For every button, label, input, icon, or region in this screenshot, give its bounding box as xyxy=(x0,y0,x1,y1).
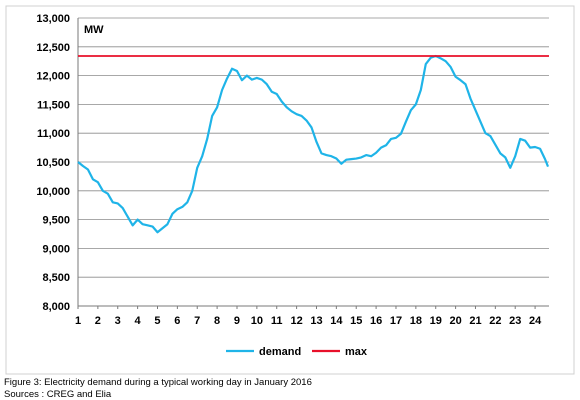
x-tick-label: 17 xyxy=(390,315,402,327)
x-tick-label: 5 xyxy=(154,315,160,327)
y-tick-label: 10,000 xyxy=(36,186,70,198)
x-tick-label: 18 xyxy=(410,315,422,327)
x-tick-label: 3 xyxy=(115,315,121,327)
chart-border xyxy=(5,5,575,375)
x-tick-label: 15 xyxy=(350,315,362,327)
unit-label: MW xyxy=(84,24,104,36)
x-tick-label: 21 xyxy=(469,315,481,327)
x-tick-label: 8 xyxy=(214,315,220,327)
x-tick-label: 4 xyxy=(135,315,142,327)
legend-label-demand: demand xyxy=(259,346,301,358)
x-tick-label: 20 xyxy=(449,315,461,327)
y-tick-label: 11,000 xyxy=(37,128,70,140)
y-tick-label: 9,500 xyxy=(42,215,70,227)
x-tick-label: 9 xyxy=(234,315,240,327)
x-tick-label: 19 xyxy=(430,315,442,327)
series-line-demand xyxy=(77,54,550,234)
y-tick-label: 9,000 xyxy=(42,243,70,255)
x-tick-label: 2 xyxy=(95,315,101,327)
x-tick-label: 13 xyxy=(310,315,322,327)
x-tick-label: 1 xyxy=(75,315,81,327)
x-tick-label: 24 xyxy=(529,315,542,327)
y-tick-label: 12,000 xyxy=(36,71,70,83)
y-tick-label: 10,500 xyxy=(36,157,70,169)
y-tick-label: 13,000 xyxy=(36,13,70,25)
legend-label-max: max xyxy=(345,346,368,358)
x-tick-label: 23 xyxy=(509,315,521,327)
x-tick-label: 16 xyxy=(370,315,382,327)
y-tick-label: 11,500 xyxy=(37,99,70,111)
y-tick-label: 8,500 xyxy=(42,272,70,284)
x-tick-label: 22 xyxy=(489,315,501,327)
legend: demand max xyxy=(226,346,368,358)
y-tick-label: 12,500 xyxy=(36,42,70,54)
series-lines xyxy=(77,54,550,234)
y-tick-label: 8,000 xyxy=(42,301,70,313)
x-tick-label: 11 xyxy=(271,315,283,327)
figure-caption: Figure 3: Electricity demand during a ty… xyxy=(4,377,312,388)
x-tick-label: 14 xyxy=(330,315,343,327)
figure-source: Sources : CREG and Elia xyxy=(4,389,112,400)
x-tick-label: 7 xyxy=(194,315,200,327)
x-tick-label: 12 xyxy=(290,315,302,327)
x-tick-label: 10 xyxy=(251,315,263,327)
x-tick-label: 6 xyxy=(174,315,180,327)
axes: 8,0008,5009,0009,50010,00010,50011,00011… xyxy=(36,13,549,327)
